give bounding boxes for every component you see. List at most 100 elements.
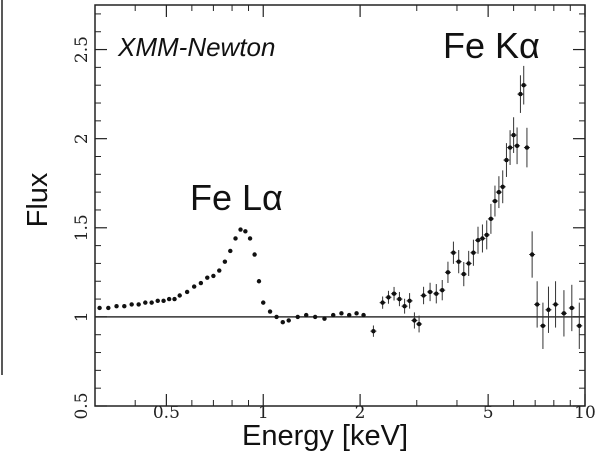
data-point [450, 241, 457, 264]
data-point [205, 275, 210, 280]
data-marker [386, 295, 391, 300]
data-marker [511, 132, 516, 138]
data-marker [421, 293, 426, 298]
y-tick-label: 1.5 [72, 214, 92, 241]
x-axis-title: Energy [keV] [242, 420, 408, 452]
x-tick-label: 2 [355, 403, 366, 423]
data-marker [295, 314, 300, 320]
data-point [97, 305, 102, 311]
data-point [312, 314, 318, 320]
data-point [184, 289, 190, 295]
data-point [143, 300, 148, 305]
data-point [491, 185, 498, 217]
data-marker [198, 280, 204, 286]
data-marker [354, 311, 359, 316]
x-tick-label: 1 [258, 403, 269, 423]
x-axis-ticks: 0.5 1 2 5 10 [94, 5, 596, 423]
data-point [114, 303, 119, 309]
data-point [391, 286, 398, 301]
data-point [331, 312, 336, 318]
data-point [401, 298, 408, 314]
data-point [510, 117, 517, 153]
data-point [106, 305, 111, 311]
data-point [514, 127, 521, 165]
data-marker [471, 250, 476, 255]
data-marker [434, 291, 439, 296]
data-point [416, 315, 423, 333]
data-point [339, 311, 344, 316]
data-marker [143, 300, 148, 305]
data-marker [304, 312, 309, 318]
data-marker [371, 328, 376, 334]
data-marker [149, 300, 154, 305]
data-point [155, 298, 160, 304]
data-point [161, 298, 166, 304]
data-marker [347, 312, 352, 318]
data-marker [397, 296, 402, 302]
data-marker [274, 314, 279, 320]
data-points [97, 65, 583, 349]
data-point [149, 300, 154, 305]
data-marker [507, 145, 513, 150]
data-marker [233, 236, 238, 241]
data-point [198, 280, 204, 286]
data-point [354, 311, 359, 316]
data-point [483, 220, 490, 250]
data-marker [252, 252, 257, 257]
data-point [470, 239, 477, 266]
data-marker [521, 83, 526, 88]
data-marker [217, 268, 222, 273]
data-point [228, 248, 233, 254]
data-marker [416, 321, 422, 327]
data-marker [488, 216, 494, 222]
data-marker [267, 309, 273, 314]
data-marker [122, 303, 127, 309]
data-marker [380, 300, 385, 305]
fe-l-alpha-label: Fe Lα [190, 177, 283, 218]
data-marker [339, 311, 344, 316]
data-point [361, 312, 366, 318]
x-tick-label: 0.5 [153, 403, 180, 423]
data-point [280, 320, 285, 325]
data-marker [504, 157, 509, 163]
data-point [136, 302, 141, 307]
data-marker [569, 305, 575, 311]
data-point [396, 291, 403, 307]
data-point [444, 261, 451, 283]
data-point [322, 316, 327, 321]
data-marker [228, 248, 233, 254]
data-marker [172, 296, 177, 302]
data-point [474, 226, 481, 254]
data-marker [456, 259, 461, 264]
data-marker [451, 250, 456, 255]
data-point [517, 75, 524, 113]
data-point [568, 284, 575, 332]
data-point [233, 236, 238, 241]
data-marker [480, 236, 485, 241]
data-marker [427, 289, 433, 295]
data-point [529, 231, 536, 278]
data-marker [561, 311, 567, 316]
y-tick-label: 0.5 [72, 392, 92, 419]
data-point [261, 300, 266, 305]
data-point [238, 227, 243, 232]
data-point [191, 284, 197, 289]
data-point [222, 259, 228, 264]
data-marker [496, 189, 502, 195]
data-point [370, 325, 377, 337]
data-marker [461, 271, 466, 277]
data-marker [106, 305, 111, 311]
data-marker [546, 307, 551, 312]
data-point [427, 282, 434, 302]
data-point [455, 250, 462, 274]
data-marker [391, 291, 397, 296]
data-marker [577, 323, 582, 328]
data-marker [184, 289, 190, 295]
data-point [487, 203, 494, 234]
data-marker [155, 298, 160, 304]
data-marker [514, 143, 520, 148]
data-point [211, 273, 216, 279]
data-marker [191, 284, 197, 289]
data-point [523, 127, 530, 168]
data-point [252, 252, 257, 257]
